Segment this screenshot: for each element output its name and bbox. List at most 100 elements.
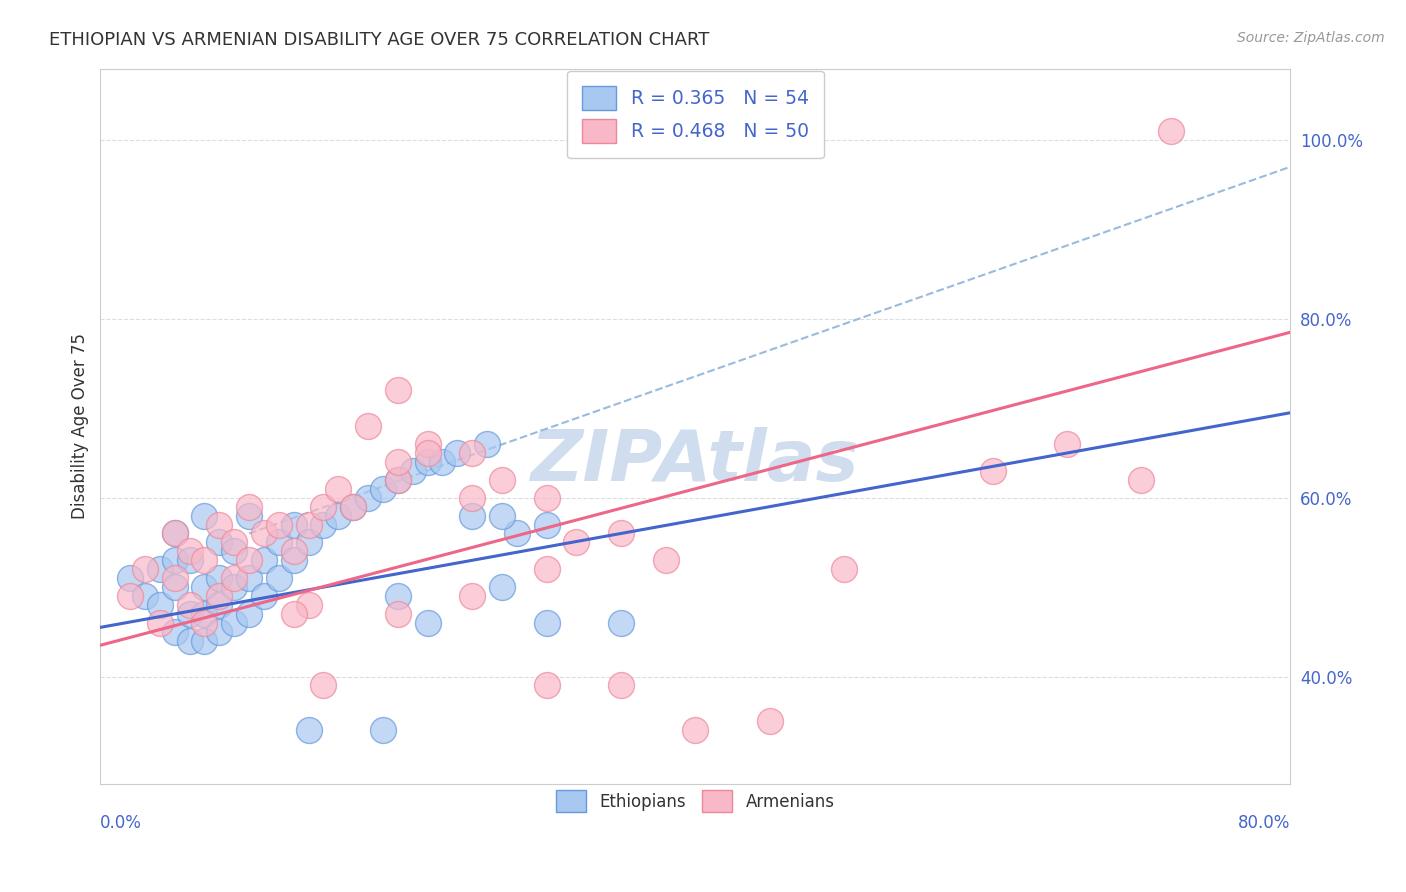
Point [238, 553, 260, 567]
Point [297, 723, 319, 738]
Point [283, 544, 305, 558]
Point [610, 678, 633, 692]
Point [163, 526, 186, 541]
Point [758, 714, 780, 729]
Point [832, 562, 855, 576]
Point [163, 624, 186, 639]
Point [387, 473, 409, 487]
Point [224, 535, 246, 549]
Text: ZIPAtlas: ZIPAtlas [531, 427, 859, 497]
Point [387, 455, 409, 469]
Legend: Ethiopians, Armenians: Ethiopians, Armenians [550, 784, 841, 819]
Point [402, 464, 425, 478]
Point [283, 607, 305, 621]
Point [416, 455, 439, 469]
Point [149, 598, 172, 612]
Point [683, 723, 706, 738]
Point [416, 437, 439, 451]
Point [179, 633, 201, 648]
Point [134, 589, 156, 603]
Point [342, 500, 364, 514]
Point [446, 446, 468, 460]
Point [297, 517, 319, 532]
Point [371, 723, 394, 738]
Text: 0.0%: 0.0% [100, 814, 142, 832]
Point [163, 553, 186, 567]
Point [536, 562, 558, 576]
Point [149, 562, 172, 576]
Point [179, 607, 201, 621]
Point [610, 615, 633, 630]
Point [208, 535, 231, 549]
Point [491, 508, 513, 523]
Point [208, 624, 231, 639]
Point [387, 589, 409, 603]
Text: ETHIOPIAN VS ARMENIAN DISABILITY AGE OVER 75 CORRELATION CHART: ETHIOPIAN VS ARMENIAN DISABILITY AGE OVE… [49, 31, 710, 49]
Point [193, 580, 215, 594]
Point [461, 446, 484, 460]
Point [461, 508, 484, 523]
Point [283, 553, 305, 567]
Point [461, 491, 484, 505]
Point [610, 526, 633, 541]
Point [193, 553, 215, 567]
Point [312, 500, 335, 514]
Point [536, 615, 558, 630]
Point [179, 553, 201, 567]
Point [134, 562, 156, 576]
Point [1160, 124, 1182, 138]
Point [297, 598, 319, 612]
Point [267, 535, 290, 549]
Point [536, 491, 558, 505]
Point [654, 553, 676, 567]
Point [120, 571, 142, 585]
Point [357, 491, 380, 505]
Point [267, 571, 290, 585]
Point [328, 508, 350, 523]
Text: 80.0%: 80.0% [1237, 814, 1291, 832]
Point [163, 526, 186, 541]
Point [224, 544, 246, 558]
Point [193, 615, 215, 630]
Point [357, 419, 380, 434]
Point [491, 473, 513, 487]
Point [475, 437, 498, 451]
Point [312, 678, 335, 692]
Point [208, 589, 231, 603]
Point [238, 500, 260, 514]
Point [536, 517, 558, 532]
Point [193, 508, 215, 523]
Point [253, 526, 276, 541]
Point [416, 615, 439, 630]
Point [193, 607, 215, 621]
Y-axis label: Disability Age Over 75: Disability Age Over 75 [72, 334, 89, 519]
Point [224, 615, 246, 630]
Point [491, 580, 513, 594]
Point [283, 517, 305, 532]
Text: Source: ZipAtlas.com: Source: ZipAtlas.com [1237, 31, 1385, 45]
Point [238, 607, 260, 621]
Point [387, 384, 409, 398]
Point [536, 678, 558, 692]
Point [387, 607, 409, 621]
Point [238, 571, 260, 585]
Point [193, 633, 215, 648]
Point [328, 482, 350, 496]
Point [565, 535, 588, 549]
Point [163, 571, 186, 585]
Point [461, 589, 484, 603]
Point [208, 517, 231, 532]
Point [297, 535, 319, 549]
Point [179, 598, 201, 612]
Point [208, 598, 231, 612]
Point [1056, 437, 1078, 451]
Point [312, 517, 335, 532]
Point [267, 517, 290, 532]
Point [432, 455, 454, 469]
Point [253, 589, 276, 603]
Point [224, 580, 246, 594]
Point [208, 571, 231, 585]
Point [179, 544, 201, 558]
Point [371, 482, 394, 496]
Point [253, 553, 276, 567]
